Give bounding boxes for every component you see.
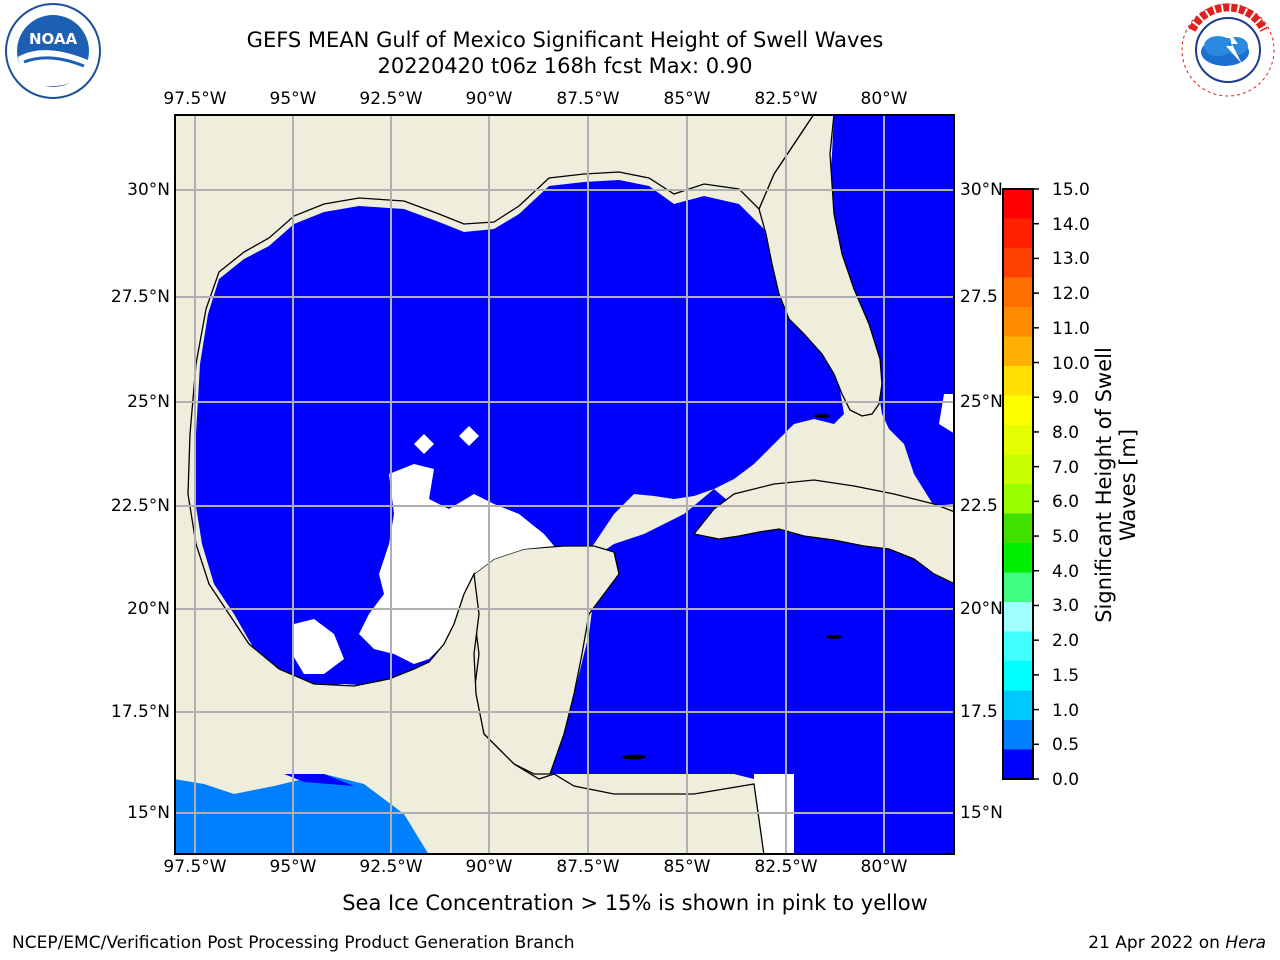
colorbar: [1002, 188, 1039, 780]
colorbar-label: 4.0: [1052, 561, 1080, 582]
colorbar-label: 11.0: [1052, 318, 1090, 339]
colorbar-segment: [1003, 307, 1033, 337]
lat-tick-right: 20°N: [960, 599, 1003, 619]
lon-tick-top: 90°W: [465, 89, 513, 109]
colorbar-segment: [1003, 248, 1033, 278]
footer-machine: Hera: [1225, 933, 1266, 953]
colorbar-label: 13.0: [1052, 249, 1090, 270]
lat-tick-left: 20°N: [127, 599, 170, 619]
noaa-logo-text: NOAA: [29, 30, 78, 48]
lon-tick-top: 80°W: [860, 89, 908, 109]
colorbar-segment: [1003, 277, 1033, 308]
colorbar-segment: [1003, 690, 1033, 721]
colorbar-label: 9.0: [1052, 388, 1080, 409]
gulf-ocean: [194, 180, 844, 686]
colorbar-label: 0.5: [1052, 735, 1080, 756]
colorbar-segment: [1003, 543, 1033, 573]
colorbar-label: 5.0: [1052, 527, 1080, 548]
colorbar-label: 12.0: [1052, 284, 1090, 305]
colorbar-segment: [1003, 454, 1033, 485]
colorbar-segment: [1003, 425, 1033, 455]
lon-tick-bottom: 85°W: [663, 857, 711, 877]
lat-tick-left: 17.5°N: [110, 702, 170, 722]
lon-tick-bottom: 87.5°W: [556, 857, 620, 877]
masked-regions: [292, 394, 955, 854]
noaa-logo: NOAA: [5, 3, 101, 99]
colorbar-label: 2.0: [1052, 631, 1080, 652]
lat-tick-left: 30°N: [127, 180, 170, 200]
lat-tick-right: 25°N: [960, 392, 1003, 412]
colorbar-segment: [1003, 395, 1033, 426]
lat-tick-left: 15°N: [127, 803, 170, 823]
lat-tick-right: 22.5: [960, 496, 998, 516]
islands: [622, 414, 842, 760]
colorbar-segment: [1003, 749, 1033, 780]
colorbar-segment: [1003, 336, 1033, 367]
colorbar-label: 10.0: [1052, 353, 1090, 374]
lon-tick-bottom: 97.5°W: [163, 857, 227, 877]
lon-tick-top: 85°W: [663, 89, 711, 109]
map-frame: [174, 114, 955, 855]
colorbar-segment: [1003, 484, 1033, 514]
lon-tick-top: 97.5°W: [163, 89, 227, 109]
lon-tick-top: 82.5°W: [754, 89, 818, 109]
colorbar-segment: [1003, 720, 1033, 750]
footer-date: 21 Apr 2022 on Hera: [1088, 933, 1266, 953]
colorbar-segment: [1003, 189, 1033, 219]
colorbar-segment: [1003, 631, 1033, 662]
chart-subtitle: 20220420 t06z 168h fcst Max: 0.90: [377, 54, 753, 78]
colorbar-label: 3.0: [1052, 596, 1080, 617]
lon-tick-bottom: 95°W: [269, 857, 317, 877]
colorbar-label: 1.0: [1052, 700, 1080, 721]
lat-tick-left: 25°N: [127, 392, 170, 412]
colorbar-label: 15.0: [1052, 180, 1090, 200]
lat-tick-right: 27.5: [960, 287, 998, 307]
lon-tick-bottom: 80°W: [860, 857, 908, 877]
footer-credit: NCEP/EMC/Verification Post Processing Pr…: [12, 933, 575, 953]
pacific-swell-inner: [284, 774, 354, 786]
lon-tick-top: 92.5°W: [359, 89, 423, 109]
lon-tick-bottom: 90°W: [465, 857, 513, 877]
lat-tick-left: 22.5°N: [110, 496, 170, 516]
colorbar-segment: [1003, 572, 1033, 603]
lat-tick-right: 17.5: [960, 702, 998, 722]
lon-tick-bottom: 92.5°W: [359, 857, 423, 877]
colorbar-segment: [1003, 218, 1033, 249]
colorbar-label: 14.0: [1052, 214, 1090, 235]
lat-tick-left: 27.5°N: [110, 287, 170, 307]
colorbar-segment: [1003, 366, 1033, 396]
gulf-of-mexico-map: [174, 114, 955, 855]
colorbar-title-line2: Waves [m]: [1116, 428, 1140, 542]
colorbar-label: 7.0: [1052, 457, 1080, 478]
sea-ice-note: Sea Ice Concentration > 15% is shown in …: [0, 891, 1280, 915]
colorbar-segment: [1003, 602, 1033, 632]
colorbar-frame: [1002, 188, 1034, 780]
lon-tick-bottom: 82.5°W: [754, 857, 818, 877]
colorbar-segment: [1003, 513, 1033, 544]
lon-tick-top: 87.5°W: [556, 89, 620, 109]
lon-tick-top: 95°W: [269, 89, 317, 109]
nws-logo: [1180, 2, 1276, 98]
sea-ice-note-text: Sea Ice Concentration > 15% is shown in …: [342, 891, 928, 915]
colorbar-title-line1: Significant Height of Swell: [1092, 347, 1116, 623]
colorbar-label: 1.5: [1052, 665, 1080, 686]
footer-date-text: 21 Apr 2022 on: [1088, 933, 1226, 953]
colorbar-label: 8.0: [1052, 422, 1080, 443]
colorbar-label: 0.0: [1052, 770, 1080, 790]
lat-tick-right: 30°N: [960, 180, 1003, 200]
chart-title: GEFS MEAN Gulf of Mexico Significant Hei…: [246, 28, 884, 52]
atlantic-ocean: [829, 114, 955, 506]
caribbean-ocean: [549, 489, 955, 855]
map-gridlines: [174, 114, 955, 855]
colorbar-segment: [1003, 661, 1033, 691]
pacific-swell-region: [174, 774, 429, 855]
lat-tick-right: 15°N: [960, 803, 1003, 823]
colorbar-label: 6.0: [1052, 492, 1080, 513]
